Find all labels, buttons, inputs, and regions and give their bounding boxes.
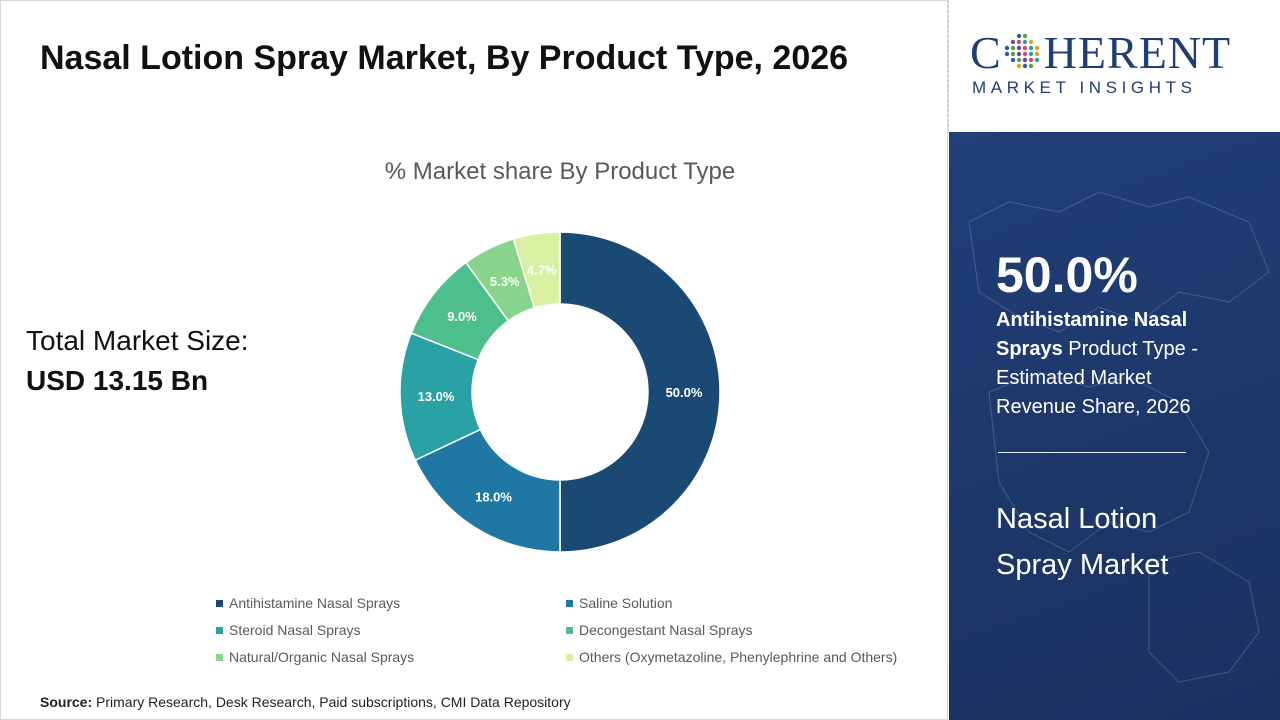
- legend-swatch: [566, 599, 573, 607]
- donut-slice: [512, 231, 561, 309]
- highlight-panel: [949, 132, 1280, 720]
- source-note: Source: Primary Research, Desk Research,…: [40, 694, 571, 710]
- brand-logo: C HERENT: [970, 28, 1231, 78]
- logo-dot: [1016, 63, 1021, 69]
- slice-data-label: 50.0%: [666, 385, 703, 400]
- logo-dot: [1010, 39, 1015, 45]
- logo-dot: [1022, 57, 1027, 63]
- legend-item: Saline Solution: [566, 594, 936, 612]
- donut-slice: [414, 428, 561, 553]
- legend-label: Steroid Nasal Sprays: [229, 622, 361, 638]
- brand-tagline: MARKET INSIGHTS: [972, 78, 1197, 97]
- logo-dot: [1016, 57, 1021, 63]
- logo-dot: [1016, 51, 1021, 57]
- legend-swatch: [216, 599, 223, 607]
- page-title: Nasal Lotion Spray Market, By Product Ty…: [40, 39, 849, 77]
- logo-dot: [1028, 51, 1033, 57]
- legend-label: Others (Oxymetazoline, Phenylephrine and…: [579, 649, 898, 665]
- kpi-value: 50.0%: [996, 247, 1138, 303]
- logo-dot: [1034, 57, 1039, 63]
- logo-dot: [1028, 63, 1033, 69]
- logo-dot: [1028, 45, 1033, 51]
- slice-data-label: 4.7%: [527, 262, 557, 277]
- kpi-caption: Product Type - Estimated Market Revenue …: [996, 338, 1198, 418]
- kpi-separator: [998, 452, 1186, 453]
- logo-dot-globe-icon: [1004, 33, 1039, 69]
- source-label: Source:: [40, 694, 93, 710]
- logo-dot: [1016, 45, 1021, 51]
- kpi-description: Antihistamine Nasal Sprays Product Type …: [996, 306, 1226, 422]
- kpi-segment: Antihistamine Nasal Sprays: [996, 309, 1188, 360]
- total-market-label: Total Market Size:: [26, 325, 249, 356]
- logo-dot: [1028, 39, 1033, 45]
- logo-dot: [1004, 45, 1009, 51]
- logo-dot: [1022, 63, 1027, 69]
- market-name: Nasal Lotion Spray Market: [996, 503, 1169, 581]
- legend-swatch: [566, 653, 573, 661]
- panel-divider: [948, 0, 949, 132]
- legend-label: Antihistamine Nasal Sprays: [229, 595, 401, 611]
- legend-item: Steroid Nasal Sprays: [216, 621, 566, 639]
- logo-dot: [1016, 33, 1021, 39]
- legend-item: Decongestant Nasal Sprays: [566, 621, 936, 639]
- chart-title: % Market share By Product Type: [384, 158, 736, 185]
- slice-data-label: 5.3%: [490, 274, 520, 289]
- slice-data-label: 18.0%: [475, 490, 512, 505]
- brand-name-left: C: [970, 27, 1002, 78]
- logo-dot: [1034, 45, 1039, 51]
- logo-dot: [1016, 39, 1021, 45]
- legend-label: Decongestant Nasal Sprays: [579, 622, 753, 638]
- legend-swatch: [216, 626, 223, 634]
- logo-dot: [1022, 33, 1027, 39]
- logo-dot: [1022, 39, 1027, 45]
- donut-slice: [559, 231, 721, 553]
- total-market-value: USD 13.15 Bn: [26, 365, 209, 396]
- legend-label: Saline Solution: [579, 595, 673, 611]
- legend-item: Others (Oxymetazoline, Phenylephrine and…: [566, 648, 936, 666]
- slice-data-label: 13.0%: [418, 389, 455, 404]
- logo-dot: [1010, 45, 1015, 51]
- slice-data-label: 9.0%: [447, 309, 477, 324]
- logo-dot: [1010, 51, 1015, 57]
- donut-chart: 50.0% 18.0% 13.0% 9.0% 5.3% 4.7%: [399, 231, 721, 553]
- legend-swatch: [566, 626, 573, 634]
- legend-item: Antihistamine Nasal Sprays: [216, 594, 566, 612]
- logo-dot: [1010, 57, 1015, 63]
- logo-dot: [1022, 51, 1027, 57]
- logo-dot: [1004, 51, 1009, 57]
- logo-dot: [1028, 57, 1033, 63]
- chart-legend: Antihistamine Nasal Sprays Saline Solutio…: [216, 594, 936, 666]
- legend-swatch: [216, 653, 223, 661]
- logo-dot: [1022, 45, 1027, 51]
- brand-name-right: HERENT: [1043, 27, 1232, 78]
- logo-area: [949, 0, 1280, 132]
- legend-label: Natural/Organic Nasal Sprays: [229, 649, 415, 665]
- legend-item: Natural/Organic Nasal Sprays: [216, 648, 566, 666]
- world-map-icon: [968, 191, 1270, 683]
- logo-dot: [1034, 51, 1039, 57]
- source-text: Primary Research, Desk Research, Paid su…: [96, 694, 571, 710]
